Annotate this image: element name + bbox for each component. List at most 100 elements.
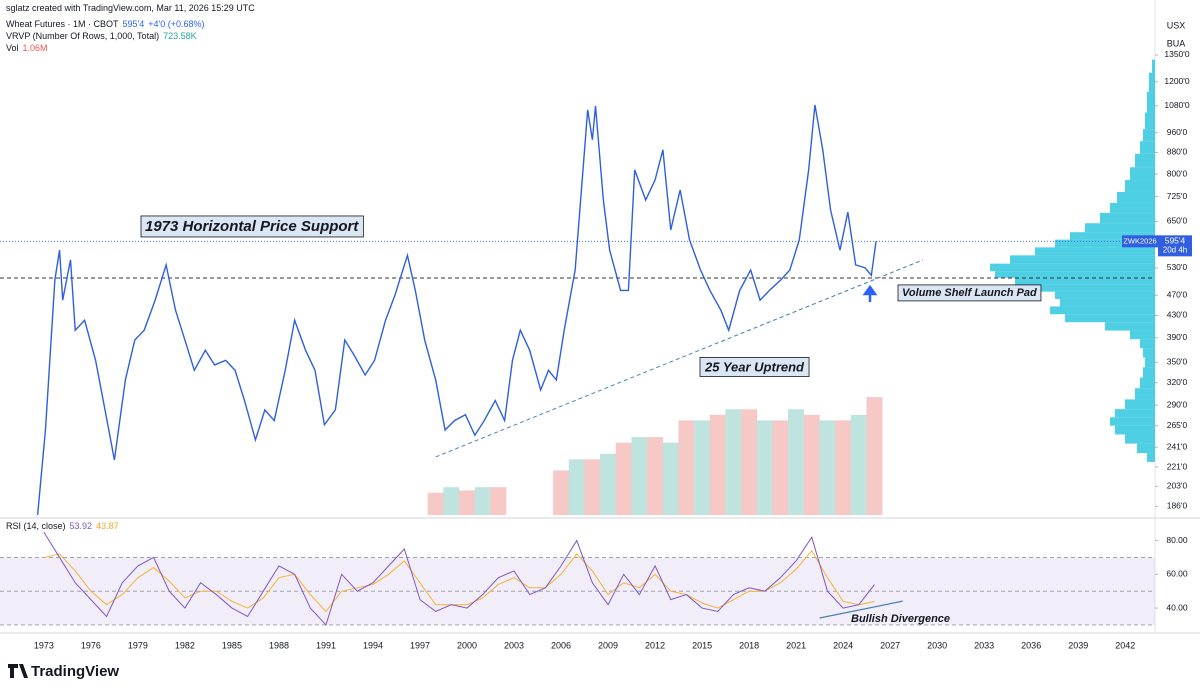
x-tick-label: 2012 [645,640,665,650]
volume-profile-bar [1015,277,1155,285]
vrvp-total: 723.58K [163,31,197,41]
volume-bar [694,420,711,515]
volume-bar [474,487,491,515]
volume-profile-bar [1140,377,1155,389]
annotation: 1973 Horizontal Price Support [145,218,359,235]
volume-bar [772,420,789,515]
volume-bar [584,459,601,515]
brand-name: TradingView [31,663,119,680]
x-tick-label: 2006 [551,640,571,650]
volume-bar [803,414,820,515]
y-tick-label: 1200'0 [1164,76,1190,86]
annotation-box [897,284,1042,302]
symbol-tag: ZWK2026 [1123,236,1156,245]
x-tick-label: 2003 [504,640,524,650]
rsi-legend: RSI (14, close) 53.92 43.87 [6,521,123,531]
volume-bar [756,420,773,515]
currency: USX [1167,20,1186,30]
volume-bar [709,414,726,515]
vrvp-legend: VRVP (Number Of Rows, 1,000, Total) 723.5… [6,31,201,41]
price-tag-bg [1158,235,1192,257]
x-tick-label: 1979 [128,640,148,650]
volume-bar [568,459,585,515]
y-tick-label: 186'0 [1167,501,1188,511]
y-tick-label: 880'0 [1167,147,1188,157]
y-tick-label: 221'0 [1167,461,1188,471]
volume-profile-bar [1117,191,1155,203]
volume-bar [647,437,664,515]
rsi-ma-value: 43.87 [96,521,119,531]
x-tick-label: 2039 [1068,640,1088,650]
volume-profile-bar [1130,167,1155,180]
unit: BUA [1167,38,1186,48]
series-name: Wheat Futures · 1M · CBOT [6,19,119,29]
vrvp-name: VRVP (Number Of Rows, 1,000, Total) [6,31,160,41]
volume-profile-bar [1065,314,1155,323]
y-tick-label: 800'0 [1167,168,1188,178]
brand-logo [8,664,28,678]
x-tick-label: 2033 [974,640,994,650]
volume-bar [600,453,617,515]
volume-profile-bar [1152,59,1155,73]
volume-profile-bar [1055,239,1155,248]
volume-profile-bar [1145,357,1155,368]
rsi-trendline [819,600,903,619]
y-tick-label: 1080'0 [1164,100,1190,110]
volume-bar [866,397,883,515]
x-tick-label: 1976 [81,640,101,650]
volume-profile-bar [1040,284,1155,292]
volume-profile-bar [990,263,1155,272]
volume-profile-bar [1143,348,1155,358]
volume-bar [725,409,742,515]
x-tick-label: 1988 [269,640,289,650]
rsi-line [43,531,875,626]
volume-bar [835,420,852,515]
volume-profile-bar [1035,247,1155,256]
volume-profile-bar [1135,388,1155,400]
volume-bar [662,442,679,515]
y-tick-label: 470'0 [1167,289,1188,299]
volume-profile-bar [1105,322,1155,331]
volume-profile-bar [1140,141,1155,154]
x-tick-label: 1994 [363,640,383,650]
y-tick-label: 725'0 [1167,191,1188,201]
y-tick-label: 430'0 [1167,310,1188,320]
volume-bar [490,487,507,515]
x-tick-label: 2009 [598,640,618,650]
x-tick-label: 2030 [927,640,947,650]
y-tick-label: 203'0 [1167,481,1188,491]
volume-profile-bar [1147,91,1155,113]
y-tick-label: 60.00 [1166,569,1188,579]
x-tick-label: 2021 [786,640,806,650]
symbol-tag-bg [1122,235,1158,248]
y-tick-label: 1350'0 [1164,49,1190,59]
x-tick-label: 2027 [880,640,900,650]
annotation: 25 Year Uptrend [704,359,805,374]
volume-profile-bar [1145,112,1155,130]
x-tick-label: 2036 [1021,640,1041,650]
y-tick-label: 960'0 [1167,127,1188,137]
volume-profile-bar [1055,291,1155,299]
volume-bar [459,490,476,515]
volume-profile-bar [1140,339,1155,349]
annotation-box [140,215,364,238]
volume-profile-bar [1010,255,1155,264]
rsi-name: RSI (14, close) [6,521,66,531]
volume-profile-bar [1115,409,1155,418]
x-tick-label: 2000 [457,640,477,650]
last-price: 595'4 [122,19,145,29]
y-tick-label: 320'0 [1167,377,1188,387]
volume-bar [678,420,695,515]
volume-profile-bar [1130,330,1155,340]
price-line [36,104,877,516]
volume-bar [631,437,648,515]
trendline [435,259,924,458]
y-tick-label: 80.00 [1166,535,1188,545]
volume-profile-bar [1100,212,1155,224]
y-tick-label: 40.00 [1166,602,1188,612]
volume-profile-bar [1143,367,1155,378]
volume-bar [553,470,570,515]
x-tick-label: 1982 [175,640,195,650]
